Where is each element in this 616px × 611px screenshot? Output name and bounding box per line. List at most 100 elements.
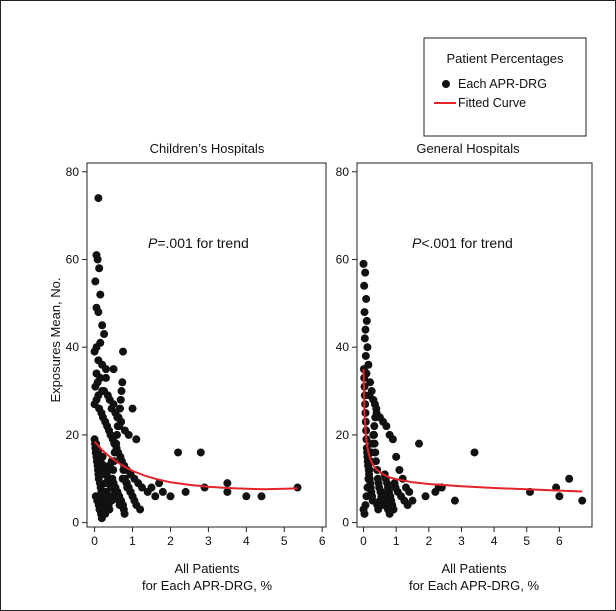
scatter-points bbox=[90, 194, 302, 523]
x-tick-label: 5 bbox=[523, 534, 530, 548]
data-point bbox=[158, 487, 167, 496]
data-point bbox=[196, 448, 205, 457]
data-point bbox=[361, 351, 370, 360]
data-point bbox=[94, 308, 103, 317]
data-point bbox=[120, 509, 129, 518]
data-point bbox=[360, 334, 369, 343]
data-point bbox=[132, 435, 141, 444]
x-tick-label: 3 bbox=[458, 534, 465, 548]
data-point bbox=[388, 435, 397, 444]
data-point bbox=[361, 268, 370, 277]
y-tick-label: 20 bbox=[336, 428, 350, 442]
data-point bbox=[392, 452, 401, 461]
data-point bbox=[395, 465, 404, 474]
y-tick-label: 80 bbox=[66, 165, 80, 179]
data-point bbox=[96, 290, 105, 299]
data-point bbox=[98, 321, 107, 330]
data-point bbox=[101, 365, 110, 374]
data-point bbox=[95, 264, 104, 273]
x-ticks: 0 1 2 3 4 5 6 bbox=[91, 527, 326, 548]
data-point bbox=[101, 373, 110, 382]
x-tick-label: 2 bbox=[425, 534, 432, 548]
legend-box bbox=[423, 37, 587, 137]
data-point bbox=[361, 501, 370, 510]
data-point bbox=[578, 496, 587, 505]
y-tick-label: 80 bbox=[336, 165, 350, 179]
trend-p-text: <.001 for trend bbox=[421, 235, 512, 251]
data-point bbox=[166, 492, 175, 501]
data-point bbox=[555, 492, 564, 501]
x-axis-title-line1: All Patients bbox=[441, 561, 507, 576]
data-point bbox=[450, 496, 459, 505]
x-tick-label: 6 bbox=[319, 534, 326, 548]
x-tick-label: 0 bbox=[91, 534, 98, 548]
data-point bbox=[361, 325, 370, 334]
panel-title: Children’s Hospitals bbox=[150, 141, 265, 156]
y-tick-label: 40 bbox=[336, 340, 350, 354]
data-point bbox=[136, 505, 145, 514]
data-point bbox=[112, 430, 121, 439]
y-tick-label: 0 bbox=[72, 516, 79, 530]
data-point bbox=[117, 387, 126, 396]
data-point bbox=[242, 492, 251, 501]
x-tick-label: 3 bbox=[205, 534, 212, 548]
data-point bbox=[147, 483, 156, 492]
data-point bbox=[385, 509, 394, 518]
x-axis-title-line1: All Patients bbox=[174, 561, 240, 576]
y-ticks: 0 20 40 60 80 bbox=[336, 165, 357, 530]
data-point bbox=[362, 492, 371, 501]
data-point bbox=[371, 457, 380, 466]
fitted-curve bbox=[362, 369, 583, 493]
panel-general-hospitals: General Hospitals 0 20 40 60 80 0 1 2 3 4 5 6 All … bbox=[336, 141, 593, 593]
legend-item-line: Fitted Curve bbox=[458, 96, 526, 110]
x-tick-label: 6 bbox=[556, 534, 563, 548]
data-point bbox=[364, 474, 373, 483]
x-tick-label: 2 bbox=[167, 534, 174, 548]
x-tick-label: 4 bbox=[491, 534, 498, 548]
y-tick-label: 60 bbox=[336, 252, 350, 266]
data-point bbox=[363, 343, 372, 352]
data-point bbox=[293, 483, 302, 492]
data-point bbox=[116, 395, 125, 404]
x-tick-label: 1 bbox=[129, 534, 136, 548]
panel-childrens-hospitals: Children’s Hospitals 0 20 40 60 80 0 1 2 3 4 5 6 A… bbox=[66, 141, 327, 593]
data-point bbox=[370, 422, 379, 431]
data-point bbox=[116, 404, 125, 413]
data-point bbox=[128, 404, 137, 413]
x-ticks: 0 1 2 3 4 5 6 bbox=[360, 527, 563, 548]
data-point bbox=[114, 413, 123, 422]
legend: Patient Percentages Each APR-DRG Fitted … bbox=[423, 37, 587, 137]
data-point bbox=[363, 483, 372, 492]
data-point bbox=[124, 430, 133, 439]
data-point bbox=[113, 487, 122, 496]
data-point bbox=[257, 492, 266, 501]
data-point bbox=[405, 487, 414, 496]
trend-p-text: =.001 for trend bbox=[157, 235, 248, 251]
y-tick-label: 60 bbox=[66, 252, 80, 266]
y-tick-label: 40 bbox=[66, 340, 80, 354]
data-point bbox=[223, 479, 232, 488]
data-point bbox=[368, 439, 377, 448]
y-axis-title: Exposures Mean, No. bbox=[48, 277, 63, 402]
data-point bbox=[382, 422, 391, 431]
data-point bbox=[223, 487, 232, 496]
trend-p-symbol: P bbox=[148, 235, 158, 251]
x-axis-title-line2: for Each APR-DRG, % bbox=[409, 578, 539, 593]
data-point bbox=[98, 452, 107, 461]
data-point bbox=[93, 255, 102, 264]
trend-annotation: P<.001 for trend bbox=[412, 235, 513, 251]
data-point bbox=[359, 259, 368, 268]
data-point bbox=[101, 509, 110, 518]
fitted-curve bbox=[93, 440, 298, 491]
data-point bbox=[374, 505, 383, 514]
legend-point-marker bbox=[442, 80, 450, 88]
data-point bbox=[366, 378, 375, 387]
data-point bbox=[470, 448, 479, 457]
trend-annotation: P=.001 for trend bbox=[148, 235, 249, 251]
data-point bbox=[94, 194, 103, 203]
data-point bbox=[362, 294, 371, 303]
data-point bbox=[151, 492, 160, 501]
data-point bbox=[371, 413, 380, 422]
data-point bbox=[112, 439, 121, 448]
x-tick-label: 4 bbox=[243, 534, 250, 548]
